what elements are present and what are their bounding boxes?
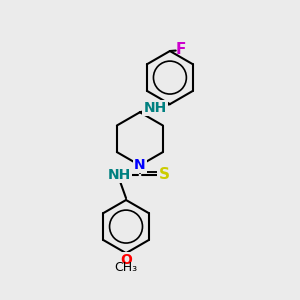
Text: F: F <box>175 42 185 57</box>
Text: O: O <box>120 253 132 267</box>
Text: NH: NH <box>107 168 131 182</box>
Text: CH₃: CH₃ <box>115 261 138 274</box>
Text: N: N <box>134 158 146 172</box>
Text: S: S <box>159 167 170 182</box>
Text: NH: NH <box>143 101 167 115</box>
